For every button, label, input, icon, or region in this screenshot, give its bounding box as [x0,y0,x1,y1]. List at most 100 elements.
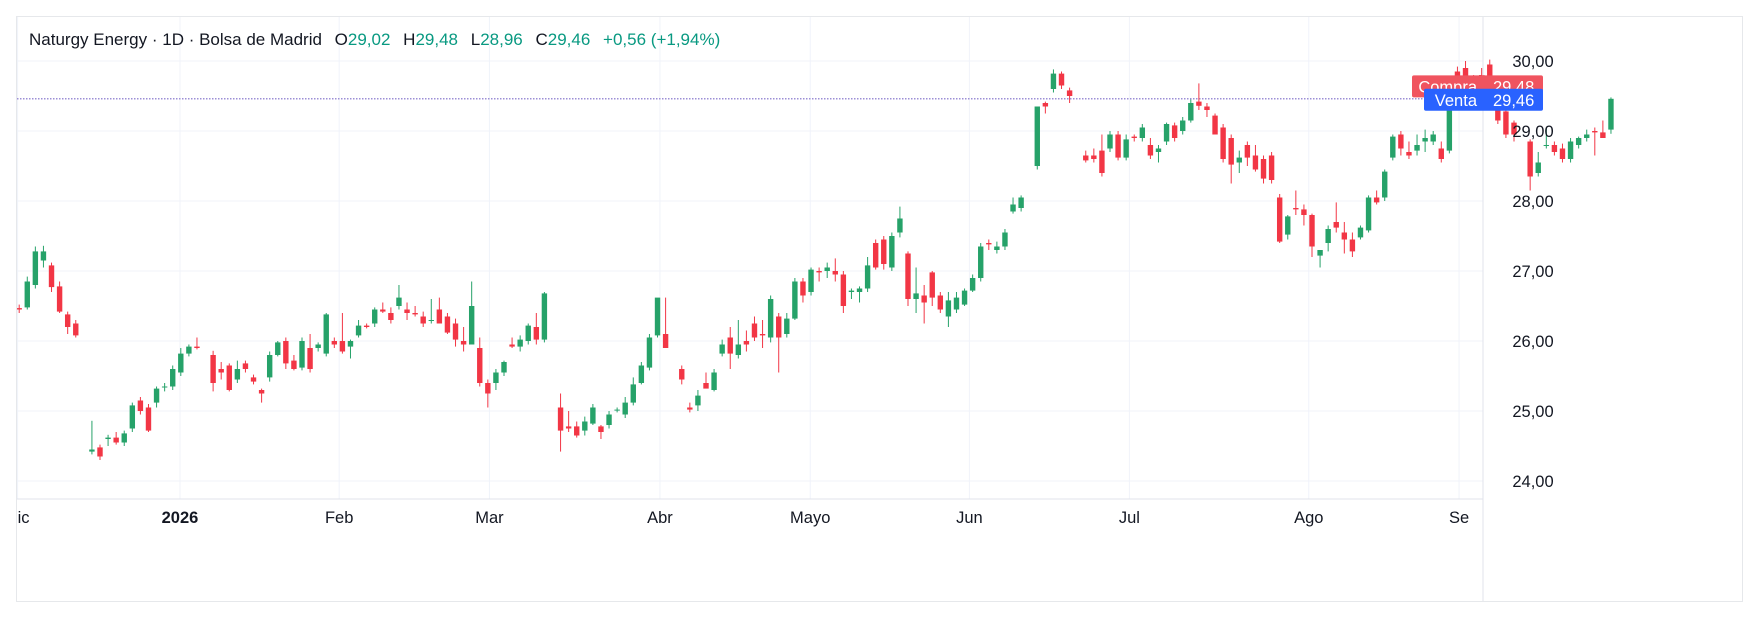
candle[interactable] [1527,139,1533,191]
candle[interactable] [703,372,709,389]
candle[interactable] [961,288,968,307]
candle[interactable] [493,369,499,390]
candle[interactable] [614,407,620,413]
candle[interactable] [1083,150,1089,163]
candle[interactable] [40,245,47,268]
candle[interactable] [1002,229,1008,250]
candle[interactable] [89,420,95,455]
candle[interactable] [913,267,919,314]
candle[interactable] [121,430,127,446]
candle[interactable] [1293,190,1299,216]
candle[interactable] [1236,150,1242,173]
candle[interactable] [719,339,725,357]
candle[interactable] [574,421,580,438]
candle[interactable] [1357,225,1364,240]
candle[interactable] [1260,155,1267,184]
candle[interactable] [250,374,257,385]
candle[interactable] [1139,124,1146,142]
candle[interactable] [1155,145,1162,163]
candle[interactable] [97,444,103,460]
candle[interactable] [161,383,168,392]
candle[interactable] [1309,213,1315,257]
candle[interactable] [582,416,588,436]
candle[interactable] [622,397,628,418]
candle[interactable] [630,377,636,406]
candle[interactable] [1010,197,1016,214]
candle[interactable] [1325,225,1331,252]
candle[interactable] [1365,195,1372,233]
candle[interactable] [1107,131,1113,152]
candle[interactable] [1180,117,1186,135]
candle[interactable] [816,267,822,282]
candle[interactable] [137,397,144,415]
candle[interactable] [654,297,661,338]
candle[interactable] [517,335,523,352]
candle[interactable] [759,320,766,348]
candle[interactable] [565,411,572,432]
candle[interactable] [598,425,604,439]
candle[interactable] [1066,87,1073,103]
candle[interactable] [275,341,281,357]
candle[interactable] [1341,222,1348,254]
time-axis[interactable]: Dic 2026 Feb Mar Abr Mayo Jun Jul Ago Se [17,498,1483,527]
candle[interactable] [396,285,402,310]
candle[interactable] [1559,143,1566,163]
candle[interactable] [881,236,887,270]
candle[interactable] [210,350,216,392]
candle[interactable] [226,363,232,392]
candle[interactable] [186,344,192,357]
candle[interactable] [590,404,596,425]
candle[interactable] [153,386,160,408]
candle[interactable] [978,243,984,282]
candle[interactable] [64,311,71,334]
candle[interactable] [291,355,297,371]
candle[interactable] [1131,134,1137,142]
candle[interactable] [1034,106,1040,170]
candle[interactable] [283,337,289,370]
candle[interactable] [776,313,782,373]
candle[interactable] [1551,141,1558,156]
candle[interactable] [687,402,693,413]
candle[interactable] [32,246,39,289]
candle[interactable] [468,281,475,345]
candle[interactable] [986,239,992,251]
candle[interactable] [679,365,685,385]
candle[interactable] [242,360,249,373]
candle[interactable] [388,307,394,324]
candle[interactable] [218,362,224,380]
candle[interactable] [711,369,717,392]
candle[interactable] [1543,127,1550,149]
candle[interactable] [1414,134,1420,156]
candle[interactable] [557,393,564,452]
candle[interactable] [1123,134,1129,161]
candle[interactable] [444,313,451,334]
candle[interactable] [889,232,895,272]
candle[interactable] [1373,190,1380,205]
candle[interactable] [824,262,830,278]
candle[interactable] [1091,148,1097,163]
candle[interactable] [307,334,313,373]
candle[interactable] [315,342,321,352]
candle[interactable] [1592,127,1598,156]
candle[interactable] [1196,83,1202,110]
candle[interactable] [420,311,426,327]
candle[interactable] [347,339,354,359]
candle[interactable] [1244,141,1251,167]
candle[interactable] [606,411,612,429]
candle[interactable] [1228,134,1234,184]
candle[interactable] [404,302,410,321]
candle[interactable] [1204,103,1210,117]
candle[interactable] [1422,129,1428,152]
candle[interactable] [266,351,273,382]
candle[interactable] [937,292,944,313]
interval-label[interactable]: 1D [162,30,184,49]
candle[interactable] [1252,145,1259,172]
candle[interactable] [525,323,531,345]
candle[interactable] [485,379,491,408]
candle[interactable] [170,365,176,391]
candle[interactable] [1050,69,1057,93]
candle[interactable] [1171,122,1178,142]
symbol-name[interactable]: Naturgy Energy [29,30,148,49]
candle[interactable] [743,330,750,352]
candle[interactable] [452,318,459,347]
